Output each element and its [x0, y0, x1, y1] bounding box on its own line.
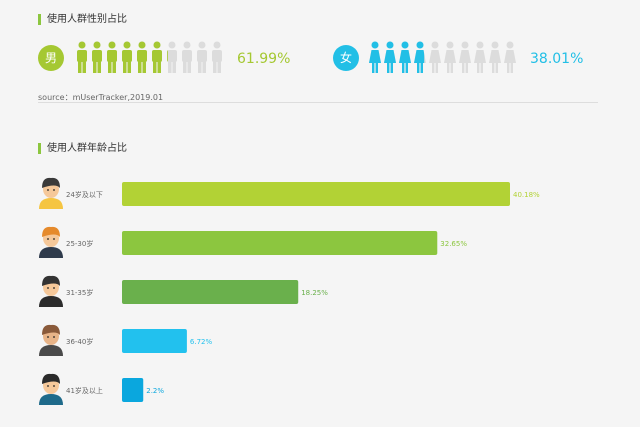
age-row: 31-35岁 18.25%	[39, 275, 328, 307]
male-label: 男	[44, 51, 57, 65]
age-section-title: 使用人群年龄占比	[38, 143, 127, 154]
category-label: 31-35岁	[66, 288, 93, 297]
category-label: 36-40岁	[66, 337, 93, 346]
male-person-figure	[107, 41, 117, 73]
male-person-figure	[77, 41, 87, 73]
value-label: 40.18%	[513, 191, 540, 199]
female-person-figure	[444, 41, 456, 73]
source-note: source：mUserTracker,2019.01	[38, 93, 164, 102]
female-percent: 38.01%	[530, 51, 584, 67]
female-icon-circle: 女	[333, 45, 359, 71]
age-bar	[122, 182, 510, 206]
gender-section-title: 使用人群性别占比	[38, 14, 127, 25]
avatar-icon	[39, 226, 63, 258]
female-person-figure	[384, 41, 396, 73]
avatar-icon	[39, 324, 63, 356]
male-person-figure	[212, 41, 222, 73]
age-row: 24岁及以下 40.18%	[39, 177, 540, 209]
male-icon-circle: 男	[38, 45, 64, 71]
female-label: 女	[339, 51, 352, 65]
divider	[38, 102, 598, 103]
category-label: 41岁及以上	[66, 386, 103, 395]
avatar-icon	[39, 275, 63, 307]
value-label: 2.2%	[146, 387, 164, 395]
male-person-figure	[137, 41, 147, 73]
female-person-figure	[429, 41, 441, 73]
avatar-icon	[39, 373, 63, 405]
male-person-figure	[92, 41, 102, 73]
female-person-figure	[504, 41, 516, 73]
age-bar	[122, 378, 144, 402]
category-label: 25-30岁	[66, 239, 93, 248]
male-person-figure	[122, 41, 132, 73]
female-person-figure	[369, 41, 381, 73]
female-person-figure	[459, 41, 471, 73]
male-person-figure	[197, 41, 207, 73]
male-people-row	[77, 41, 222, 73]
age-bar	[122, 329, 187, 353]
male-percent: 61.99%	[237, 51, 291, 67]
value-label: 18.25%	[301, 289, 328, 297]
value-label: 6.72%	[190, 338, 213, 346]
male-person-figure	[167, 41, 177, 73]
female-person-figure	[414, 41, 426, 73]
male-person-figure	[182, 41, 192, 73]
age-row: 25-30岁 32.65%	[39, 226, 467, 258]
age-bar	[122, 280, 299, 304]
female-people-row	[369, 41, 516, 73]
female-person-figure	[474, 41, 486, 73]
age-row: 36-40岁 6.72%	[39, 324, 213, 356]
category-label: 24岁及以下	[66, 190, 103, 199]
avatar-icon	[39, 177, 63, 209]
female-person-figure	[489, 41, 501, 73]
female-person-figure	[399, 41, 411, 73]
age-bar-chart: 24岁及以下 40.18% 25-30岁 32.65% 31-35岁 18.25% 36-4…	[39, 177, 540, 405]
age-bar	[122, 231, 438, 255]
value-label: 32.65%	[440, 240, 467, 248]
age-row: 41岁及以上 2.2%	[39, 373, 164, 405]
male-person-figure	[152, 41, 162, 73]
